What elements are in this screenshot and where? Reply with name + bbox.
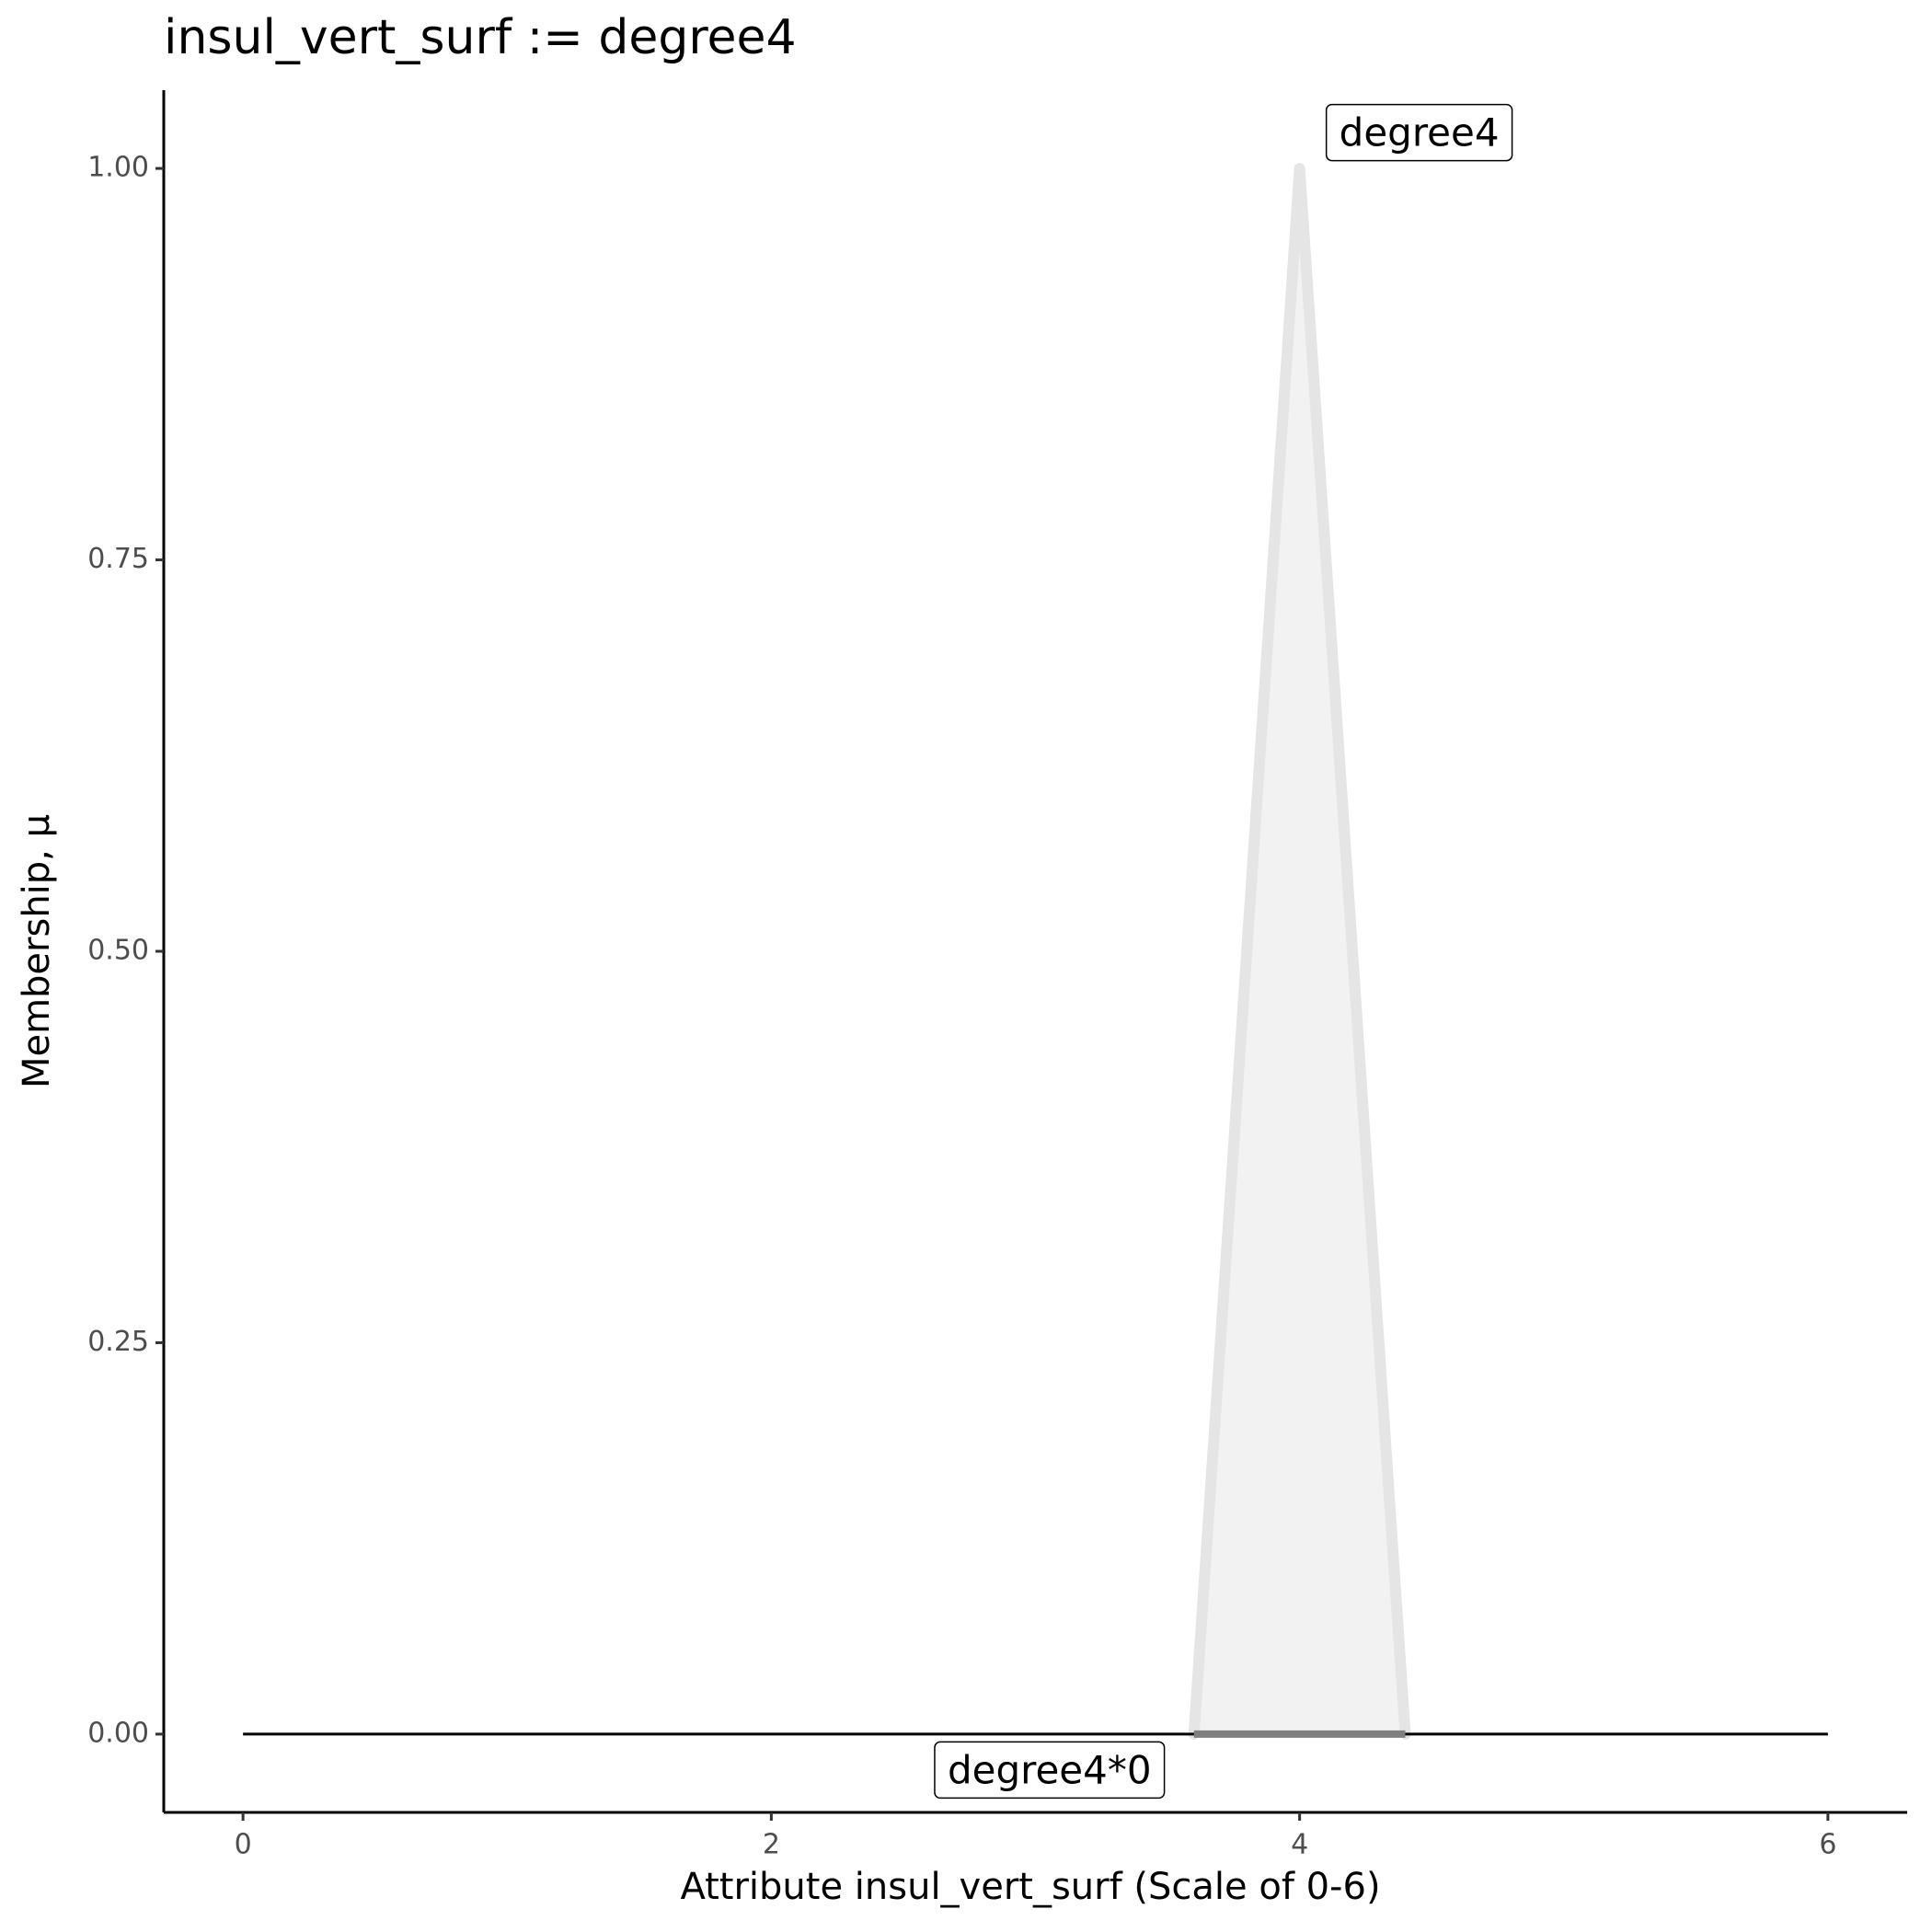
series-label-text: degree4 bbox=[1340, 110, 1500, 155]
chart-title: insul_vert_surf := degree4 bbox=[164, 10, 797, 65]
y-axis-title: Membership, μ bbox=[16, 814, 58, 1088]
series-label: degree4*0 bbox=[934, 1741, 1166, 1800]
label-box bbox=[1325, 103, 1513, 162]
y-tick-label: 0.75 bbox=[87, 543, 149, 575]
y-tick-label: 0.50 bbox=[87, 935, 149, 967]
y-tick-label: 1.00 bbox=[87, 152, 149, 184]
area bbox=[1193, 168, 1406, 1734]
x-tick-label: 4 bbox=[1291, 1829, 1308, 1861]
y-tick-label: 0.00 bbox=[87, 1717, 149, 1749]
series-label-text: degree4*0 bbox=[948, 1747, 1152, 1792]
line bbox=[1188, 163, 1411, 1740]
x-tick-label: 0 bbox=[235, 1829, 252, 1861]
x-tick-label: 6 bbox=[1819, 1829, 1836, 1861]
series-label: degree4 bbox=[1325, 103, 1513, 162]
y-tick-label: 0.25 bbox=[87, 1326, 149, 1358]
x-tick-label: 2 bbox=[763, 1829, 780, 1861]
label-box bbox=[934, 1741, 1166, 1800]
x-axis-title: Attribute insul_vert_surf (Scale of 0-6) bbox=[680, 1866, 1380, 1908]
